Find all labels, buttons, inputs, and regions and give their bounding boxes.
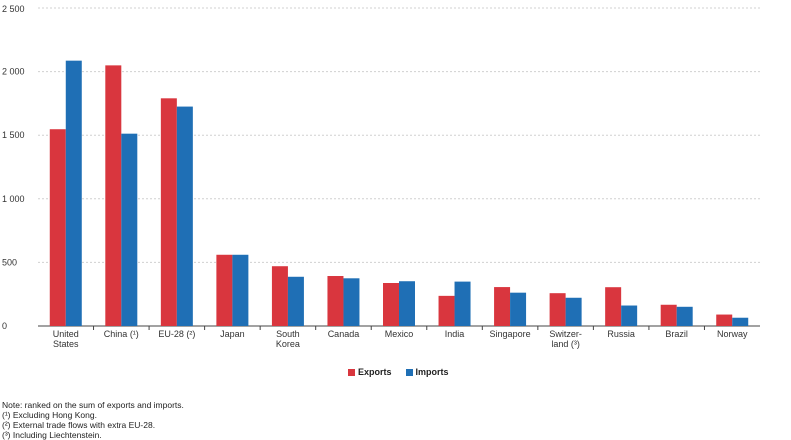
- bar-imports: [232, 254, 249, 326]
- y-tick-label: 2 000: [2, 67, 25, 77]
- x-tick-label: South: [276, 329, 300, 339]
- x-tick-label: Singapore: [490, 329, 531, 339]
- x-tick-label: China (¹): [104, 329, 139, 339]
- bar-exports: [105, 65, 122, 327]
- note-footnote-1: (¹) Excluding Hong Kong.: [2, 410, 97, 420]
- bar-imports: [343, 278, 360, 326]
- bar-imports: [510, 292, 527, 326]
- note-footnote-3: (³) Including Liechtenstein.: [2, 430, 102, 440]
- chart-legend: Exports Imports: [348, 367, 449, 377]
- bar-exports: [216, 254, 233, 326]
- note-footnote-2: (²) External trade flows with extra EU-2…: [2, 420, 156, 430]
- y-tick-label: 0: [2, 321, 7, 331]
- bar-exports: [494, 287, 511, 326]
- bar-exports: [605, 287, 622, 326]
- x-tick-label: Japan: [220, 329, 245, 339]
- legend-item-imports: Imports: [405, 367, 449, 377]
- bar-exports: [271, 266, 288, 326]
- x-tick-label: India: [445, 329, 465, 339]
- bar-imports: [676, 306, 693, 326]
- bar-imports: [565, 297, 582, 326]
- y-tick-label: 1 500: [2, 130, 25, 140]
- bar-exports: [438, 295, 455, 326]
- bar-imports: [399, 281, 415, 326]
- x-tick-label: States: [53, 339, 79, 349]
- x-tick-label: land (³): [551, 339, 580, 349]
- chart-notes: Note: ranked on the sum of exports and i…: [2, 400, 184, 440]
- x-tick-label: Korea: [276, 339, 300, 349]
- legend-label-exports: Exports: [358, 367, 392, 377]
- bar-imports: [65, 60, 82, 327]
- x-tick-label: EU-28 (²): [158, 329, 195, 339]
- legend-label-imports: Imports: [415, 367, 449, 377]
- bar-exports: [660, 304, 677, 326]
- x-tick-label: Norway: [717, 329, 748, 339]
- bar-imports: [732, 317, 749, 326]
- bar-exports: [716, 314, 733, 326]
- legend-item-exports: Exports: [348, 367, 392, 377]
- bar-exports: [549, 293, 566, 326]
- x-tick-label: Switzer-: [549, 329, 582, 339]
- bar-imports: [454, 281, 471, 326]
- bar-imports: [121, 133, 138, 326]
- bar-exports: [160, 98, 177, 326]
- y-tick-label: 1 000: [2, 194, 25, 204]
- legend-swatch-exports: [348, 368, 355, 376]
- x-tick-label: Mexico: [385, 329, 414, 339]
- y-tick-label: 2 500: [2, 4, 25, 14]
- bar-imports: [621, 305, 638, 326]
- bar-imports: [176, 106, 193, 326]
- bar-imports: [287, 276, 304, 326]
- x-tick-label: United: [53, 329, 79, 339]
- bar-exports: [49, 129, 66, 326]
- legend-swatch-imports: [405, 368, 413, 376]
- bar-exports: [327, 276, 344, 326]
- bar-exports: [383, 283, 399, 326]
- x-tick-label: Brazil: [665, 329, 688, 339]
- x-tick-label: Russia: [607, 329, 635, 339]
- x-tick-label: Canada: [328, 329, 360, 339]
- y-tick-label: 500: [2, 257, 17, 267]
- note-ranking: Note: ranked on the sum of exports and i…: [2, 400, 184, 410]
